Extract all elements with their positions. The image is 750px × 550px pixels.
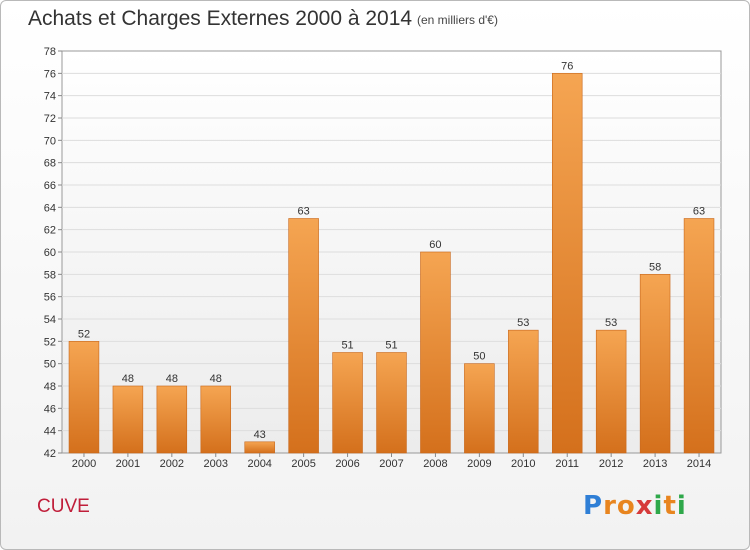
chart-subtitle: (en milliers d'€) <box>417 13 498 27</box>
y-tick-label: 72 <box>44 113 56 125</box>
x-tick-label: 2011 <box>555 458 579 470</box>
bar <box>376 352 407 454</box>
x-tick-label: 2009 <box>467 458 491 470</box>
bar <box>551 73 583 454</box>
logo-letter: t <box>663 491 677 521</box>
data-label: 51 <box>341 340 353 352</box>
y-tick-label: 64 <box>44 202 56 214</box>
data-label: 58 <box>649 261 661 273</box>
y-tick-label: 50 <box>44 359 56 371</box>
data-label: 43 <box>254 429 266 441</box>
chart-title: Achats et Charges Externes 2000 à 2014 <box>28 7 413 30</box>
bar <box>156 385 188 454</box>
data-label: 53 <box>605 317 617 329</box>
bar <box>508 329 539 454</box>
logo-letter: P <box>583 491 604 521</box>
x-axis: 2000 2001 2002 2003 2004 2005 2006 2007 2008 2009… <box>72 453 711 470</box>
y-tick-label: 46 <box>44 403 56 415</box>
x-tick-label: 2004 <box>247 458 271 470</box>
data-label: 53 <box>517 317 529 329</box>
x-tick-label: 2007 <box>379 458 403 470</box>
data-label: 48 <box>166 373 178 385</box>
x-tick-label: 2012 <box>599 458 623 470</box>
data-label: 60 <box>429 239 441 251</box>
bar <box>595 329 627 454</box>
bar <box>244 441 275 454</box>
logo-letter: o <box>616 491 636 521</box>
x-tick-label: 2008 <box>423 458 447 470</box>
x-tick-label: 2000 <box>72 458 96 470</box>
x-tick-label: 2002 <box>160 458 184 470</box>
x-tick-label: 2013 <box>643 458 667 470</box>
bar <box>332 352 363 454</box>
logo-letter: r <box>603 491 617 521</box>
y-tick-label: 68 <box>44 158 56 170</box>
bar <box>420 251 451 454</box>
data-label: 52 <box>78 328 90 340</box>
bar <box>683 218 715 454</box>
y-axis: 42 44 46 48 50 52 54 56 58 60 62 64 66 68 70 72 74 76 78 <box>44 46 62 460</box>
proxiti-logo: Proxiti <box>583 491 687 521</box>
y-tick-label: 52 <box>44 336 56 348</box>
x-tick-label: 2001 <box>116 458 140 470</box>
y-tick-label: 70 <box>44 135 56 147</box>
data-label: 76 <box>561 60 573 72</box>
data-label: 50 <box>473 351 485 363</box>
data-label: 48 <box>122 373 134 385</box>
y-tick-label: 54 <box>44 314 56 326</box>
data-label: 63 <box>693 206 705 218</box>
x-tick-label: 2006 <box>335 458 359 470</box>
y-tick-label: 76 <box>44 68 56 80</box>
y-tick-label: 42 <box>44 448 56 460</box>
x-tick-label: 2005 <box>291 458 315 470</box>
y-tick-label: 74 <box>44 91 56 103</box>
bar <box>288 218 319 454</box>
logo-letter: i <box>676 491 687 521</box>
logo-letter: x <box>635 491 654 521</box>
bar <box>68 341 100 454</box>
y-tick-label: 60 <box>44 247 56 259</box>
bar <box>200 385 232 454</box>
x-tick-label: 2003 <box>204 458 228 470</box>
y-tick-label: 48 <box>44 381 56 393</box>
commune-name: CUVE <box>37 496 90 517</box>
data-label: 48 <box>210 373 222 385</box>
x-tick-label: 2014 <box>687 458 711 470</box>
y-tick-label: 44 <box>44 426 56 438</box>
y-tick-label: 58 <box>44 269 56 281</box>
y-tick-label: 66 <box>44 180 56 192</box>
logo-letter: i <box>653 491 664 521</box>
data-label: 51 <box>385 340 397 352</box>
y-tick-label: 62 <box>44 225 56 237</box>
y-tick-label: 78 <box>44 46 56 58</box>
data-label: 63 <box>298 206 310 218</box>
x-tick-label: 2010 <box>511 458 535 470</box>
bar <box>464 363 495 454</box>
bar <box>112 385 144 454</box>
bar <box>639 274 671 454</box>
y-tick-label: 56 <box>44 292 56 304</box>
